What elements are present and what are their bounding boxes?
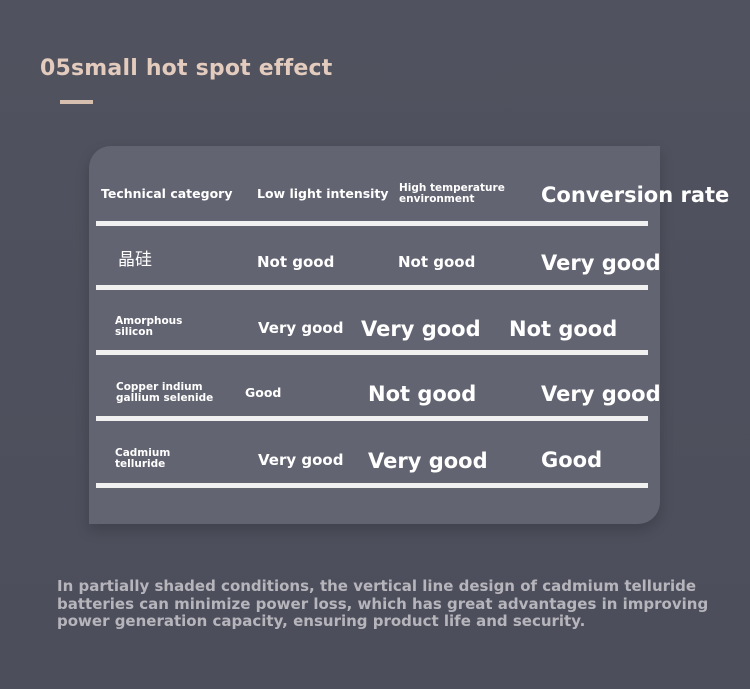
row4-conversion: Good [541, 448, 603, 472]
row3-category-line1: Copper indium [116, 381, 203, 393]
header-low-light-intensity: Low light intensity [257, 186, 389, 201]
row1-high-temp: Not good [398, 253, 476, 271]
table-divider [96, 350, 648, 355]
row2-category-line1: Amorphous [115, 315, 183, 327]
row4-category-line1: Cadmium [115, 447, 171, 459]
table-divider [96, 416, 648, 421]
header-conversion-rate: Conversion rate [541, 183, 730, 207]
row2-category: Amorphous silicon [115, 315, 183, 339]
table-divider [96, 221, 648, 226]
row1-low-light: Not good [257, 253, 335, 271]
row2-high-temp: Very good [361, 317, 481, 341]
row4-high-temp: Very good [368, 449, 488, 473]
row4-low-light: Very good [258, 451, 344, 469]
comparison-table-panel [89, 146, 660, 524]
row2-low-light: Very good [258, 319, 344, 337]
row4-category-line2: telluride [115, 458, 166, 471]
row1-category: 晶硅 [118, 250, 152, 270]
footer-description: In partially shaded conditions, the vert… [57, 577, 709, 630]
page-title: 05small hot spot effect [40, 56, 333, 81]
row3-conversion: Very good [541, 382, 661, 406]
row3-low-light: Good [245, 385, 282, 400]
header-high-temperature-line1: High temperature [399, 182, 505, 194]
row3-category-line2: gallium selenide [116, 392, 214, 405]
row4-category: Cadmium telluride [115, 447, 171, 471]
title-underline [60, 100, 93, 104]
header-high-temperature-line2: environment [399, 193, 475, 206]
row3-high-temp: Not good [368, 382, 477, 406]
header-technical-category: Technical category [101, 186, 233, 201]
table-divider [96, 483, 648, 488]
row1-conversion: Very good [541, 251, 661, 275]
row2-conversion: Not good [509, 317, 618, 341]
row3-category: Copper indium gallium selenide [116, 381, 214, 405]
table-divider [96, 285, 648, 290]
header-high-temperature-environment: High temperature environment [399, 182, 505, 206]
row2-category-line2: silicon [115, 326, 153, 339]
